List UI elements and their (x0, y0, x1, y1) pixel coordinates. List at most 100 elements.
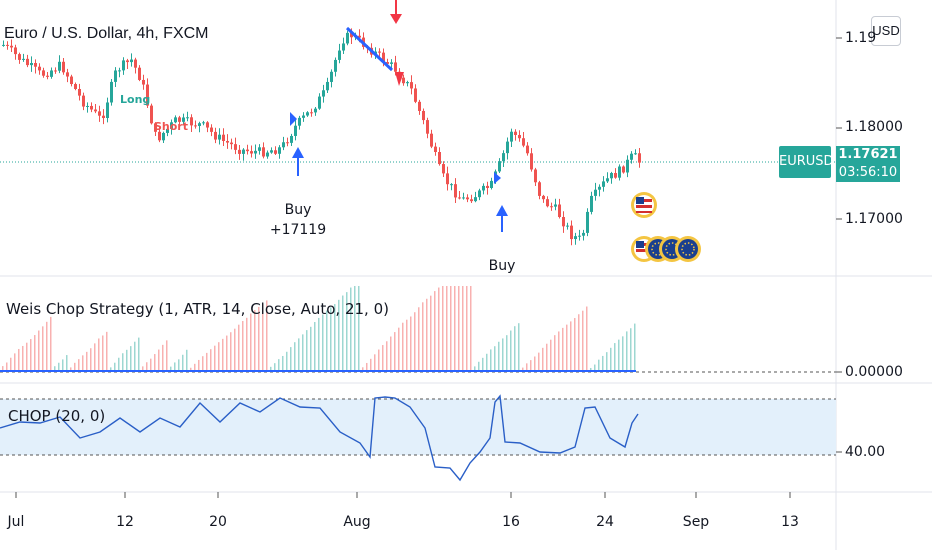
volume-bar (94, 343, 96, 371)
volume-bar (270, 366, 272, 371)
buy-signal-label: Buy +17119 (270, 200, 326, 240)
candle (338, 43, 341, 64)
time-label: 16 (502, 514, 520, 530)
volume-bar (10, 357, 12, 371)
candle (154, 122, 157, 137)
volume-bar (418, 307, 420, 371)
candle (186, 111, 189, 122)
indicator1-title[interactable]: Weis Chop Strategy (1, ATR, 14, Close, A… (6, 300, 389, 318)
volume-bar (470, 286, 472, 371)
volume-bar (342, 295, 344, 371)
candle (486, 181, 489, 195)
price-label: 1.18000 (845, 119, 903, 135)
candle (218, 128, 221, 145)
volume-bar (298, 338, 300, 371)
candle (262, 142, 265, 159)
buy-label: Buy (284, 202, 312, 218)
candle (442, 161, 445, 177)
volume-bar (498, 341, 500, 371)
volume-bar (586, 306, 588, 371)
volume-bar (54, 366, 56, 371)
volume-bar (338, 299, 340, 371)
volume-bar (246, 317, 248, 371)
volume-bar (606, 352, 608, 371)
volume-bar (66, 355, 68, 371)
volume-bar (634, 323, 636, 371)
time-label: 20 (209, 514, 227, 530)
candle (306, 111, 309, 117)
candle (562, 211, 565, 233)
candle (330, 69, 333, 88)
candle (550, 202, 553, 211)
candle (202, 120, 205, 126)
candle (226, 134, 229, 149)
candle (118, 67, 121, 78)
volume-bar (450, 286, 452, 371)
currency-button[interactable]: USD (871, 16, 901, 46)
volume-bar (350, 287, 352, 371)
volume-bar (546, 343, 548, 371)
candle (334, 57, 337, 77)
volume-bar (286, 351, 288, 371)
volume-bar (382, 345, 384, 371)
candle (22, 53, 25, 62)
weis-wave-histogram[interactable] (2, 286, 636, 371)
candle (578, 229, 581, 241)
volume-bar (394, 332, 396, 371)
volume-bar (354, 286, 356, 371)
candle (206, 121, 209, 133)
candle (298, 115, 301, 130)
indicator1-axis-label: 0.00000 (845, 364, 903, 380)
candle (590, 191, 593, 215)
volume-bar (422, 302, 424, 371)
volume-bar (122, 353, 124, 371)
candle (574, 232, 577, 245)
candle (514, 129, 517, 141)
candle (82, 92, 85, 111)
volume-bar (218, 342, 220, 371)
candle (18, 52, 21, 64)
volume-bar (210, 349, 212, 371)
volume-bar (178, 359, 180, 371)
volume-bar (526, 363, 528, 371)
volume-bar (390, 336, 392, 371)
candle (6, 41, 9, 50)
volume-bar (566, 324, 568, 371)
candle (566, 222, 569, 230)
eu-flag-icon[interactable] (675, 236, 701, 262)
us-flag-icon[interactable] (631, 192, 657, 218)
volume-bar (626, 331, 628, 371)
indicator2-title[interactable]: CHOP (20, 0) (8, 407, 106, 425)
price-label: 1.19 (845, 30, 877, 46)
sell-arrow-icon (390, 0, 402, 24)
chop-band (0, 399, 836, 455)
volume-bar (6, 362, 8, 371)
last-price-badge: 1.17621 (836, 146, 900, 164)
volume-bar (230, 332, 232, 371)
volume-bar (530, 360, 532, 371)
volume-bar (226, 335, 228, 371)
volume-bar (70, 367, 72, 371)
candle (450, 183, 453, 191)
volume-bar (482, 357, 484, 371)
symbol-badge[interactable]: EURUSD (779, 146, 834, 178)
candle (414, 84, 417, 104)
candle (482, 183, 485, 195)
volume-bar (222, 338, 224, 371)
candle (478, 188, 481, 201)
volume-bar (62, 359, 64, 371)
candlestick-series[interactable] (2, 28, 641, 246)
volume-bar (138, 337, 140, 371)
volume-bar (18, 348, 20, 371)
candle (122, 57, 125, 75)
candle (282, 136, 285, 151)
candle (182, 113, 185, 126)
trend-line[interactable] (345, 26, 394, 72)
volume-bar (454, 286, 456, 371)
volume-bar (50, 316, 52, 371)
volume-bar (466, 286, 468, 371)
chop-line[interactable] (0, 394, 639, 482)
candle (506, 137, 509, 160)
volume-bar (558, 331, 560, 371)
